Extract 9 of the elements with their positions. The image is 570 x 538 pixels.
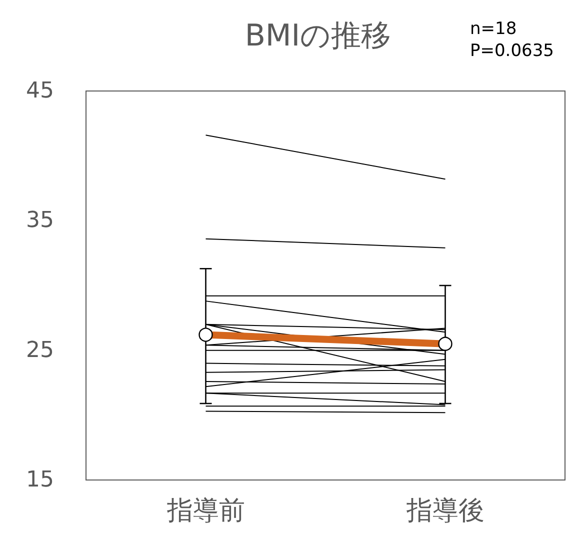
text: P=0.0635	[470, 41, 554, 61]
x-tick-label: 指導前	[166, 496, 245, 526]
text: n=18	[470, 19, 517, 39]
x-tick-label: 指導後	[405, 496, 484, 526]
y-tick-label: 45	[26, 78, 54, 104]
y-tick-label: 25	[26, 338, 54, 363]
y-tick-label: 15	[26, 468, 54, 492]
chart-title: BMIの推移	[244, 18, 392, 54]
y-tick-label: 35	[26, 208, 54, 234]
